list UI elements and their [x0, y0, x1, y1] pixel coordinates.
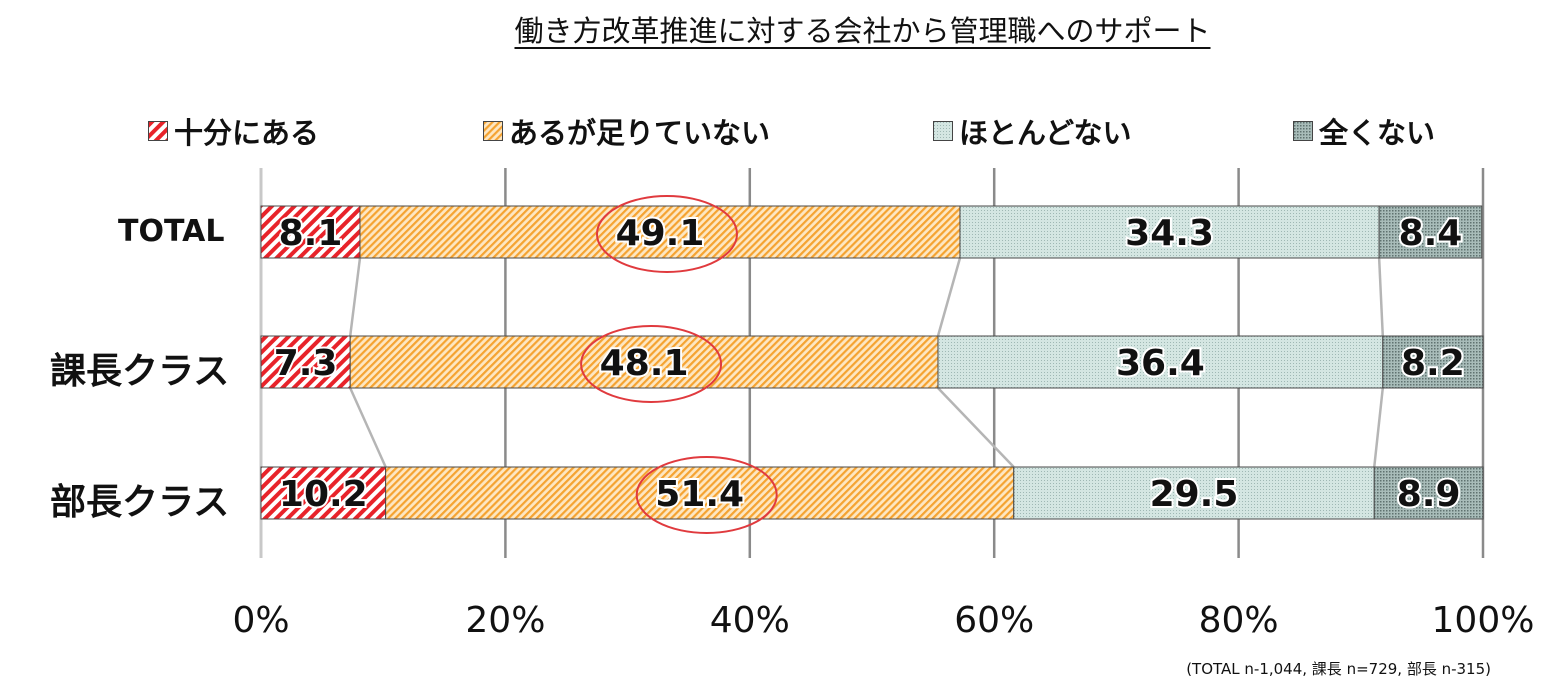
legend-swatch-1 [483, 121, 503, 141]
legend-item-3: 全くない [1293, 110, 1435, 152]
bar-segment [937, 335, 1384, 389]
category-label-total: TOTAL [118, 214, 225, 249]
data-label: 34.3 [1125, 213, 1214, 254]
chart-title: 働き方改革推進に対する会社から管理職へのサポート [514, 14, 1211, 48]
highlight-layer [580, 195, 778, 534]
legend-label-3: 全くない [1319, 116, 1436, 150]
data-label: 8.2 [1401, 343, 1465, 384]
x-tick-label-2: 40% [710, 600, 790, 641]
category-label-kacho: 課長クラス [50, 351, 230, 392]
bar-segment [260, 335, 351, 389]
legend-item-0: 十分にある [148, 110, 319, 152]
data-label: 8.1 [279, 213, 343, 254]
data-label: 48.1 [600, 343, 689, 384]
legend-swatch-2 [933, 121, 953, 141]
connector-line [349, 387, 387, 468]
x-tick-label-3: 60% [954, 600, 1034, 641]
connector-layer [348, 257, 1385, 468]
bar-segment [1373, 466, 1484, 520]
legend-swatch-3 [1293, 121, 1313, 141]
data-label: 51.4 [655, 474, 744, 515]
category-label-bucho: 部長クラス [50, 482, 230, 523]
x-tick-label-5: 100% [1432, 600, 1535, 641]
data-label: 8.4 [1399, 213, 1463, 254]
data-label: 36.4 [1116, 343, 1205, 384]
data-label: 10.2 [279, 474, 368, 515]
tick-layer: 0% 20% 40% 60% 80% 100% [232, 600, 1534, 641]
legend-item-1: あるが足りていない [483, 110, 770, 152]
connector-line [937, 387, 1015, 468]
connector-line [348, 257, 362, 337]
legend-item-2: ほとんどない [933, 110, 1132, 152]
bar-segment [260, 205, 361, 259]
data-label: 7.3 [274, 343, 338, 384]
connector-line [936, 257, 962, 337]
legend-label-1: あるが足りていない [509, 116, 771, 150]
bar-segment [1378, 205, 1483, 259]
legend-label-0: 十分にある [174, 116, 320, 150]
legend: 十分にある あるが足りていない ほとんどない 全くない [0, 110, 1551, 150]
x-tick-label-1: 20% [465, 600, 545, 641]
legend-label-2: ほとんどない [959, 116, 1132, 150]
data-label: 49.1 [616, 213, 705, 254]
bar-segment [359, 205, 961, 259]
label-layer: 8.1 49.1 34.3 8.4 7.3 48.1 36.4 8.2 10.2 51.4 29.5… [272, 211, 1467, 517]
legend-swatch-0 [148, 121, 168, 141]
bar-layer [260, 205, 1484, 520]
x-tick-label-0: 0% [232, 600, 289, 641]
bar-segment [260, 466, 387, 520]
x-tick-label-4: 80% [1199, 600, 1279, 641]
highlight-ellipse [580, 325, 723, 403]
connector-line [1377, 257, 1385, 337]
bar-segment [385, 466, 1015, 520]
highlight-ellipse [595, 195, 738, 273]
highlight-ellipse [635, 456, 778, 534]
bar-segment [1382, 335, 1484, 389]
bar-segment [349, 335, 939, 389]
footnote: (TOTAL n-1,044, 課長 n=729, 部長 n-315) [1186, 660, 1491, 678]
connector-line [1372, 387, 1385, 468]
data-label: 29.5 [1150, 474, 1239, 515]
data-label: 8.9 [1397, 474, 1461, 515]
